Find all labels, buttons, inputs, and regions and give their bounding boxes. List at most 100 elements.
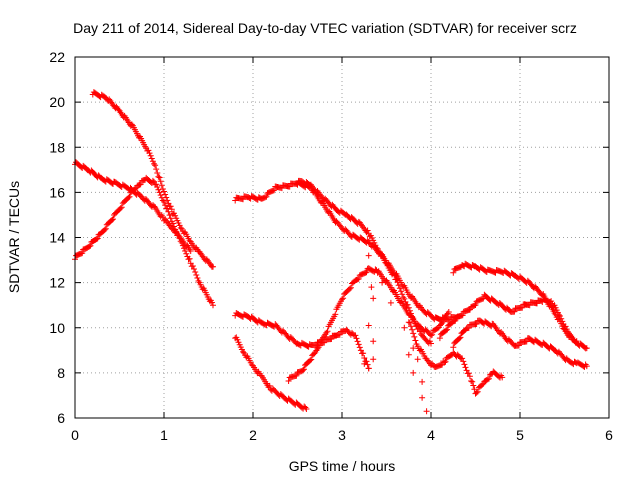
data-point (178, 239, 185, 246)
data-point (470, 382, 477, 389)
data-point (303, 406, 310, 412)
data-point (459, 312, 466, 319)
data-point (479, 381, 486, 388)
data-point (158, 194, 165, 201)
data-point (511, 308, 518, 315)
data-point (159, 197, 166, 204)
data-point (181, 245, 187, 252)
data-point (328, 336, 335, 342)
data-point (101, 226, 108, 233)
data-point (457, 334, 464, 341)
data-point (87, 242, 94, 249)
data-point (467, 306, 473, 313)
data-point (363, 269, 370, 276)
data-point (137, 181, 144, 188)
data-point (355, 275, 362, 282)
data-point (399, 291, 406, 298)
data-point (347, 284, 354, 291)
y-tick-label: 10 (49, 320, 65, 336)
data-point (410, 369, 417, 376)
data-point (118, 204, 125, 211)
data-point (128, 121, 135, 128)
data-point (186, 255, 193, 262)
y-tick-label: 20 (49, 94, 65, 110)
data-point (365, 252, 372, 259)
data-point (356, 344, 363, 351)
data-point (439, 320, 446, 326)
data-point (271, 187, 278, 194)
data-point (440, 318, 447, 325)
data-point (412, 337, 419, 344)
data-point (465, 325, 472, 331)
data-point (208, 299, 215, 306)
data-point (406, 319, 413, 326)
data-point (176, 235, 183, 242)
data-point (471, 386, 478, 393)
data-point (332, 311, 339, 318)
data-point (361, 360, 368, 367)
data-point (193, 272, 200, 278)
data-point (86, 243, 93, 250)
data-point (468, 378, 475, 384)
data-points (72, 89, 590, 415)
data-point (452, 317, 459, 324)
data-point (379, 279, 386, 286)
y-axis-label: SDTVAR / TECUs (6, 181, 22, 293)
data-point (352, 332, 359, 339)
data-point (179, 242, 186, 249)
data-point (559, 318, 566, 325)
data-point (404, 301, 411, 308)
data-point (155, 186, 162, 193)
data-point (370, 356, 377, 363)
data-point (151, 160, 157, 167)
data-point (401, 324, 408, 331)
data-point (442, 358, 449, 365)
data-point (156, 174, 163, 181)
data-point (355, 341, 362, 348)
data-point (414, 356, 421, 363)
data-point (166, 212, 173, 219)
data-point (354, 338, 361, 345)
data-point (161, 188, 167, 195)
data-point (93, 236, 100, 243)
data-point (429, 331, 436, 338)
data-point (410, 345, 417, 352)
data-point (472, 302, 479, 308)
data-point (321, 339, 328, 346)
data-point (117, 205, 124, 212)
data-point (423, 408, 430, 415)
data-point (145, 147, 152, 154)
data-point (307, 357, 314, 364)
data-point (126, 193, 133, 200)
data-point (155, 173, 162, 180)
data-point (194, 275, 201, 281)
data-point (398, 288, 404, 295)
y-tick-label: 8 (57, 365, 65, 381)
data-point (441, 359, 448, 366)
data-point (401, 295, 408, 302)
data-point (152, 162, 159, 169)
data-point (165, 208, 172, 215)
data-point (574, 340, 581, 347)
data-point (339, 296, 345, 303)
data-point (146, 150, 153, 157)
data-point (408, 323, 414, 330)
data-point (370, 338, 377, 345)
y-tick-label: 14 (49, 230, 65, 246)
data-point (149, 158, 156, 165)
data-point (558, 315, 565, 322)
data-point (456, 335, 463, 342)
x-axis-label: GPS time / hours (289, 458, 396, 474)
data-point (365, 365, 372, 372)
y-tick-label: 18 (49, 139, 65, 155)
data-point (515, 342, 522, 349)
data-point (557, 313, 563, 319)
data-point (293, 372, 300, 379)
data-point (154, 170, 161, 176)
data-point (499, 374, 506, 381)
data-point (210, 302, 216, 309)
data-point (148, 155, 155, 162)
data-point (445, 309, 452, 315)
data-point (469, 378, 476, 385)
data-point (365, 322, 372, 329)
